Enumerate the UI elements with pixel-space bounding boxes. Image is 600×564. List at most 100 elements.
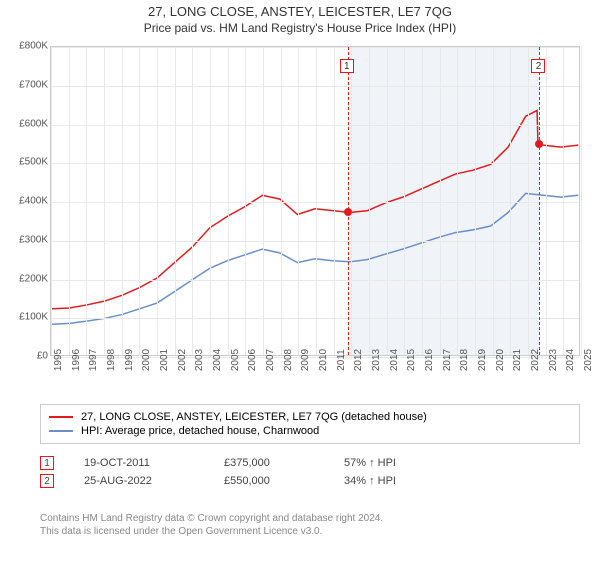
grid-h [51, 86, 579, 87]
y-tick-label: £100K [19, 312, 48, 323]
grid-h [51, 241, 579, 242]
marker-point [344, 208, 352, 216]
grid-h [51, 47, 579, 48]
legend-row: HPI: Average price, detached house, Char… [49, 425, 571, 437]
grid-v [351, 47, 352, 355]
x-tick-label: 2000 [141, 349, 152, 371]
legend-label: HPI: Average price, detached house, Char… [81, 425, 319, 437]
chart-subtitle: Price paid vs. HM Land Registry's House … [0, 21, 600, 35]
grid-v [245, 47, 246, 355]
grid-v [210, 47, 211, 355]
y-tick-label: £400K [19, 196, 48, 207]
y-tick-label: £200K [19, 273, 48, 284]
legend-row: 27, LONG CLOSE, ANSTEY, LEICESTER, LE7 7… [49, 411, 571, 423]
x-tick-label: 1996 [71, 349, 82, 371]
grid-v [581, 47, 582, 355]
legend-box: 27, LONG CLOSE, ANSTEY, LEICESTER, LE7 7… [40, 404, 580, 444]
series-line [52, 193, 579, 324]
grid-v [228, 47, 229, 355]
footer-text: Contains HM Land Registry data © Crown c… [40, 512, 383, 538]
sales-price: £375,000 [224, 457, 314, 469]
sales-row: 225-AUG-2022£550,00034% ↑ HPI [40, 474, 434, 488]
grid-v [175, 47, 176, 355]
x-tick-label: 2009 [300, 349, 311, 371]
x-tick-label: 2014 [389, 349, 400, 371]
sales-price: £550,000 [224, 475, 314, 487]
marker-line [539, 47, 540, 355]
marker-box: 1 [340, 59, 354, 73]
sales-row: 1 19-OCT-2011 £375,000 57% ↑ HPI [40, 456, 434, 470]
x-tick-label: 2015 [406, 349, 417, 371]
sales-date: 25-AUG-2022 [84, 475, 194, 487]
x-tick-label: 2020 [495, 349, 506, 371]
grid-v [334, 47, 335, 355]
x-tick-label: 2010 [318, 349, 329, 371]
grid-v [104, 47, 105, 355]
grid-h [51, 280, 579, 281]
grid-h [51, 318, 579, 319]
y-tick-label: £800K [19, 41, 48, 52]
x-tick-label: 2025 [583, 349, 594, 371]
sales-marker: 2 [40, 474, 54, 488]
grid-v [475, 47, 476, 355]
x-tick-label: 2012 [353, 349, 364, 371]
grid-v [69, 47, 70, 355]
grid-v [404, 47, 405, 355]
grid-v [546, 47, 547, 355]
legend-label: 27, LONG CLOSE, ANSTEY, LEICESTER, LE7 7… [81, 411, 427, 423]
x-tick-label: 2018 [459, 349, 470, 371]
grid-v [510, 47, 511, 355]
sales-table: 1 19-OCT-2011 £375,000 57% ↑ HPI 2 25-AUG-202… [40, 452, 434, 492]
footer-line2: This data is licensed under the Open Gov… [40, 525, 383, 538]
sales-pct: 57% ↑ HPI [344, 457, 434, 469]
sales-date: 19-OCT-2011 [84, 457, 194, 469]
grid-v [281, 47, 282, 355]
grid-v [86, 47, 87, 355]
grid-v [440, 47, 441, 355]
grid-v [298, 47, 299, 355]
grid-v [457, 47, 458, 355]
grid-v [369, 47, 370, 355]
sales-marker: 1 [40, 456, 54, 470]
chart-container: 27, LONG CLOSE, ANSTEY, LEICESTER, LE7 7… [0, 4, 600, 564]
y-tick-label: £300K [19, 234, 48, 245]
x-tick-label: 2024 [565, 349, 576, 371]
x-tick-label: 2006 [247, 349, 258, 371]
grid-h [51, 163, 579, 164]
grid-v [422, 47, 423, 355]
grid-v [157, 47, 158, 355]
marker-box: 2 [531, 59, 545, 73]
x-tick-label: 2008 [283, 349, 294, 371]
legend-swatch [49, 430, 73, 432]
x-tick-label: 1998 [106, 349, 117, 371]
y-tick-label: £700K [19, 79, 48, 90]
chart-title: 27, LONG CLOSE, ANSTEY, LEICESTER, LE7 7… [0, 4, 600, 19]
y-tick-label: £500K [19, 157, 48, 168]
x-tick-label: 2019 [477, 349, 488, 371]
x-tick-label: 2021 [512, 349, 523, 371]
x-tick-label: 2011 [336, 349, 347, 371]
x-tick-label: 2002 [177, 349, 188, 371]
grid-v [122, 47, 123, 355]
x-tick-label: 1995 [53, 349, 64, 371]
marker-line [348, 47, 349, 355]
grid-v [139, 47, 140, 355]
grid-v [316, 47, 317, 355]
grid-v [51, 47, 52, 355]
x-tick-label: 2017 [442, 349, 453, 371]
x-tick-label: 1997 [88, 349, 99, 371]
x-tick-label: 2004 [212, 349, 223, 371]
x-tick-label: 1999 [124, 349, 135, 371]
grid-v [563, 47, 564, 355]
x-tick-label: 2013 [371, 349, 382, 371]
y-tick-label: £600K [19, 118, 48, 129]
x-tick-label: 2007 [265, 349, 276, 371]
x-tick-label: 2003 [194, 349, 205, 371]
grid-v [263, 47, 264, 355]
x-tick-label: 2005 [230, 349, 241, 371]
x-tick-label: 2001 [159, 349, 170, 371]
legend-swatch [49, 416, 73, 418]
marker-point [535, 140, 543, 148]
grid-h [51, 125, 579, 126]
plot-area: 12 [50, 46, 580, 356]
